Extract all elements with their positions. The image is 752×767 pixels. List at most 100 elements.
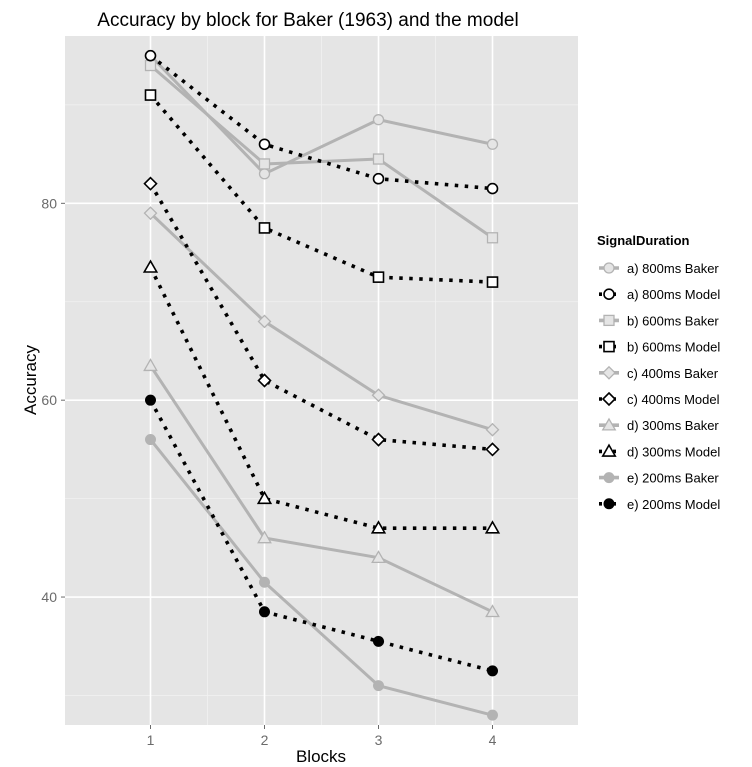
legend-item: e) 200ms Model xyxy=(599,497,720,512)
x-tick-label: 3 xyxy=(375,732,383,748)
data-point xyxy=(143,358,158,372)
legend-key-marker xyxy=(603,498,615,510)
data-point xyxy=(144,49,157,62)
series-d-300ms-baker xyxy=(143,358,500,618)
data-point xyxy=(143,206,158,221)
legend-title: SignalDuration xyxy=(597,233,690,248)
data-point xyxy=(257,314,272,329)
legend-key-marker xyxy=(603,314,615,327)
series-line xyxy=(149,438,493,717)
series-c-400ms-model xyxy=(143,176,500,457)
legend-item: a) 800ms Baker xyxy=(599,261,719,276)
y-tick-label: 60 xyxy=(41,392,57,408)
data-point xyxy=(486,182,499,195)
data-point xyxy=(373,635,384,647)
data-point xyxy=(370,520,387,534)
legend-label: d) 300ms Model xyxy=(627,444,720,459)
series-line xyxy=(149,212,493,432)
chart-title: Accuracy by block for Baker (1963) and t… xyxy=(97,10,518,31)
data-point xyxy=(485,422,500,437)
data-point xyxy=(486,138,499,150)
data-point xyxy=(487,709,498,721)
legend-item: e) 200ms Baker xyxy=(599,471,719,486)
legend-label: b) 600ms Model xyxy=(627,340,720,355)
data-point xyxy=(487,665,498,677)
series-d-300ms-model xyxy=(142,259,501,534)
data-point xyxy=(373,680,384,692)
legend-key-marker xyxy=(601,417,617,431)
legend-item: d) 300ms Model xyxy=(599,443,720,459)
data-point xyxy=(485,604,500,618)
legend-label: c) 400ms Model xyxy=(627,392,720,407)
series-line xyxy=(148,266,493,530)
x-tick-label: 1 xyxy=(147,732,155,748)
legend-label: e) 200ms Model xyxy=(627,497,720,512)
series-layer xyxy=(142,49,501,721)
legend-item: b) 600ms Model xyxy=(599,340,720,355)
legend-item: a) 800ms Model xyxy=(599,287,720,302)
legend-item: c) 400ms Baker xyxy=(599,366,719,381)
axis-ticks: 40 60 80 1 2 3 4 xyxy=(41,195,496,748)
legend-key-marker xyxy=(601,391,617,407)
data-point xyxy=(259,606,270,618)
data-point xyxy=(142,259,159,273)
x-tick-label: 2 xyxy=(261,732,269,748)
series-b-600ms-baker xyxy=(144,59,499,244)
series-c-400ms-baker xyxy=(143,206,500,437)
legend-key-marker xyxy=(603,340,615,353)
data-point xyxy=(258,168,271,180)
legend-label: c) 400ms Baker xyxy=(627,366,719,381)
series-b-600ms-model xyxy=(144,89,499,288)
data-point xyxy=(258,138,271,151)
data-point xyxy=(145,434,156,446)
data-point xyxy=(258,222,271,234)
legend-key-marker xyxy=(603,472,615,484)
series-e-200ms-model xyxy=(145,394,498,677)
legend-label: e) 200ms Baker xyxy=(627,471,719,486)
y-axis-title: Accuracy xyxy=(21,345,40,415)
series-e-200ms-baker xyxy=(145,434,498,721)
series-line xyxy=(148,399,493,673)
data-point xyxy=(372,153,385,165)
legend-key-marker xyxy=(603,262,615,274)
data-point xyxy=(143,176,158,191)
data-point xyxy=(486,276,499,288)
x-tick-label: 4 xyxy=(489,732,497,748)
data-point xyxy=(144,59,157,72)
data-point xyxy=(371,432,386,447)
data-point xyxy=(259,576,270,588)
series-line xyxy=(149,364,494,614)
y-tick-label: 80 xyxy=(41,195,57,211)
series-a-800ms-model xyxy=(144,49,499,195)
data-point xyxy=(257,530,272,544)
data-point xyxy=(371,388,386,403)
series-line xyxy=(148,182,493,452)
y-tick-label: 40 xyxy=(41,589,57,605)
data-point xyxy=(485,442,500,457)
legend-item: b) 600ms Baker xyxy=(599,313,719,328)
series-line xyxy=(149,54,493,191)
legend-key-marker xyxy=(602,365,616,380)
legend-key-marker xyxy=(601,443,617,457)
legend-label: a) 800ms Baker xyxy=(627,261,719,276)
data-point xyxy=(372,114,385,126)
legend-label: a) 800ms Model xyxy=(627,287,720,302)
legend-label: d) 300ms Baker xyxy=(627,418,719,433)
data-point xyxy=(372,172,385,185)
data-point xyxy=(256,490,273,505)
data-point xyxy=(144,89,157,101)
data-point xyxy=(145,394,156,406)
data-point xyxy=(486,232,499,244)
data-point xyxy=(258,158,271,170)
legend-label: b) 600ms Baker xyxy=(627,313,719,328)
legend-key-marker xyxy=(603,288,615,301)
legend-item: c) 400ms Model xyxy=(599,391,720,407)
x-axis-title: Blocks xyxy=(296,747,346,766)
series-line xyxy=(149,64,494,240)
legend-item: d) 300ms Baker xyxy=(599,417,719,433)
data-point xyxy=(371,550,386,564)
data-point xyxy=(372,271,385,283)
data-point xyxy=(484,520,501,534)
legend: SignalDuration a) 800ms Baker a) 800ms Mo… xyxy=(597,233,720,512)
